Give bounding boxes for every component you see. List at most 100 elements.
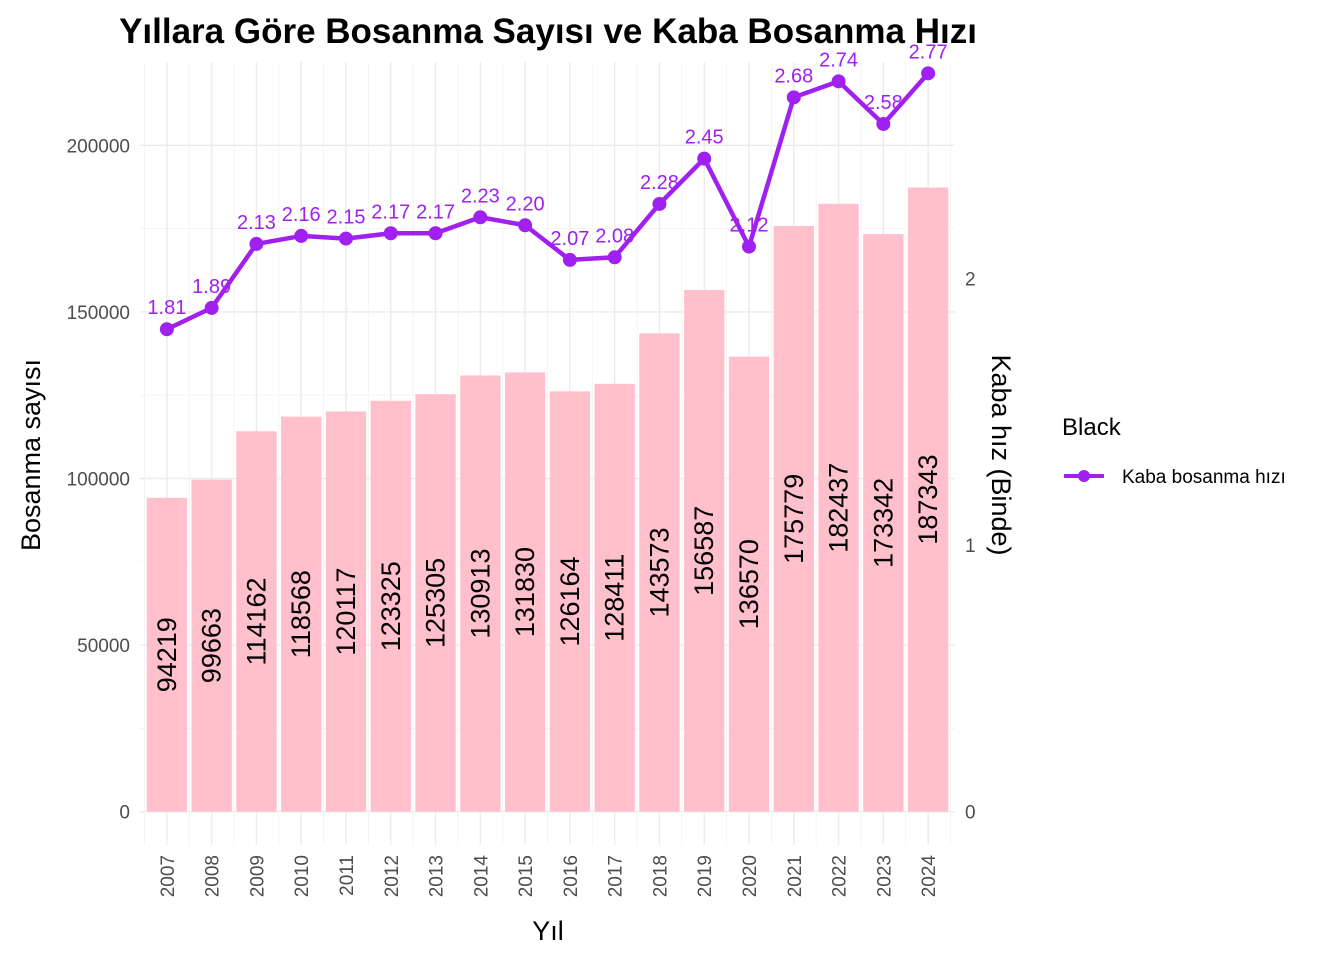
rate-label-2009: 2.13 bbox=[237, 212, 276, 234]
bar-2022 bbox=[818, 203, 859, 812]
x-tick-label-2020: 2020 bbox=[740, 855, 761, 897]
y2-tick-label: 2 bbox=[965, 270, 976, 291]
bar-2023 bbox=[863, 234, 904, 812]
rate-point-2015 bbox=[518, 218, 533, 233]
rate-polyline bbox=[165, 71, 930, 332]
bar-label-2013: 125305 bbox=[421, 558, 451, 648]
x-tick-label-2023: 2023 bbox=[874, 855, 895, 897]
x-tick-label-2008: 2008 bbox=[203, 855, 224, 897]
bar-label-2016: 126164 bbox=[555, 556, 585, 646]
y-axis-title: Bosanma sayısı bbox=[16, 359, 46, 551]
rate-point-2018 bbox=[652, 196, 667, 211]
x-tick-label-2012: 2012 bbox=[382, 855, 403, 897]
x-axis-ticks: 2007 2008 2009 2010 2011 2012 2013 2014 2015 2016… bbox=[158, 855, 940, 898]
rate-label-2020: 2.12 bbox=[730, 215, 769, 237]
x-tick-label-2010: 2010 bbox=[292, 855, 313, 897]
y-tick-label: 150000 bbox=[67, 303, 130, 324]
rate-label-2023: 2.58 bbox=[864, 92, 903, 114]
bar-2010 bbox=[281, 416, 322, 812]
bar-label-2021: 175779 bbox=[779, 474, 809, 564]
x-tick-label-2022: 2022 bbox=[830, 855, 851, 897]
rate-point-2017 bbox=[607, 250, 622, 265]
rate-label-2018: 2.28 bbox=[640, 172, 679, 194]
bar-2020 bbox=[728, 356, 770, 812]
rate-point-2024 bbox=[921, 66, 936, 81]
bar-2016 bbox=[549, 391, 591, 812]
x-tick-label-2019: 2019 bbox=[695, 855, 716, 897]
rate-line: 1.811.892.13 2.16 2.15 2.17 2.172.23 2.202.07… bbox=[147, 41, 948, 337]
legend-title: Black bbox=[1062, 414, 1122, 441]
bar-label-2020: 136570 bbox=[734, 539, 764, 629]
y-tick-label: 0 bbox=[119, 803, 130, 824]
rate-point-2014 bbox=[473, 210, 488, 225]
rate-label-2014: 2.23 bbox=[461, 185, 500, 207]
rate-label-2007: 1.81 bbox=[147, 297, 186, 319]
x-tick-label-2014: 2014 bbox=[471, 855, 492, 898]
y2-axis-ticks: 0 1 2 bbox=[965, 270, 976, 824]
bar-2021 bbox=[773, 226, 814, 812]
x-tick-label-2011: 2011 bbox=[337, 855, 358, 896]
bar-label-2007: 94219 bbox=[152, 617, 182, 692]
rate-label-2019: 2.45 bbox=[685, 127, 724, 149]
x-tick-label-2015: 2015 bbox=[516, 855, 537, 897]
bar-2008 bbox=[191, 479, 232, 812]
rate-point-2023 bbox=[876, 116, 891, 131]
bar-label-2010: 118568 bbox=[286, 570, 316, 658]
rate-label-2022: 2.74 bbox=[819, 49, 858, 71]
bar-2009 bbox=[236, 431, 277, 812]
bars: 94219 99663 114162 118568 120117 123325 125305… bbox=[146, 187, 949, 812]
bar-2019 bbox=[684, 289, 725, 812]
bar-label-2009: 114162 bbox=[241, 577, 271, 665]
x-tick-label-2007: 2007 bbox=[158, 855, 179, 897]
rate-point-2008 bbox=[204, 300, 219, 315]
rate-point-2019 bbox=[697, 151, 712, 166]
y-axis-ticks: 0 50000 100000 150000 200000 bbox=[67, 136, 130, 823]
bar-2007 bbox=[146, 497, 188, 812]
bar-2015 bbox=[504, 372, 546, 812]
x-tick-label-2009: 2009 bbox=[247, 855, 268, 897]
rate-point-2021 bbox=[786, 90, 801, 105]
bar-label-2024: 187343 bbox=[913, 455, 943, 545]
bar-2024 bbox=[907, 187, 949, 812]
legend: Black Kaba bosanma hızı bbox=[1062, 414, 1286, 488]
bar-label-2022: 182437 bbox=[824, 463, 854, 553]
x-axis-title: Yıl bbox=[532, 916, 564, 946]
bar-label-2019: 156587 bbox=[689, 506, 719, 596]
bar-2018 bbox=[639, 333, 680, 812]
rate-label-2015: 2.20 bbox=[506, 193, 545, 215]
y-tick-label: 100000 bbox=[67, 469, 130, 490]
rate-label-2008: 1.89 bbox=[192, 276, 231, 298]
rate-point-2010 bbox=[294, 228, 309, 243]
rate-label-2021: 2.68 bbox=[774, 65, 813, 87]
x-tick-label-2021: 2021 bbox=[785, 855, 806, 897]
legend-point-key bbox=[1078, 470, 1090, 482]
bar-2017 bbox=[594, 383, 635, 812]
y2-axis-title: Kaba hız (Binde) bbox=[986, 354, 1016, 555]
y2-tick-label: 1 bbox=[965, 536, 976, 557]
y2-tick-label: 0 bbox=[965, 803, 976, 824]
x-tick-label-2017: 2017 bbox=[606, 855, 627, 897]
bar-label-2017: 128411 bbox=[600, 554, 630, 642]
rate-point-2012 bbox=[383, 226, 398, 241]
bar-2014 bbox=[460, 375, 501, 812]
rate-point-2016 bbox=[562, 252, 577, 267]
rate-label-2010: 2.16 bbox=[282, 204, 321, 226]
legend-entry-label: Kaba bosanma hızı bbox=[1122, 467, 1286, 488]
rate-point-2013 bbox=[428, 226, 443, 241]
x-tick-label-2018: 2018 bbox=[650, 855, 671, 897]
rate-point-2009 bbox=[249, 236, 264, 251]
rate-point-2011 bbox=[338, 231, 353, 246]
y-tick-label: 200000 bbox=[67, 136, 130, 157]
rate-point-2020 bbox=[742, 239, 757, 254]
rate-label-2016: 2.07 bbox=[550, 228, 589, 250]
bar-2013 bbox=[415, 394, 456, 812]
bar-2012 bbox=[370, 400, 411, 812]
bar-label-2012: 123325 bbox=[376, 561, 406, 651]
rate-label-2013: 2.17 bbox=[416, 201, 455, 223]
x-tick-label-2016: 2016 bbox=[561, 855, 582, 897]
bar-label-2018: 143573 bbox=[644, 527, 674, 617]
y-tick-label: 50000 bbox=[77, 636, 130, 657]
rate-label-2012: 2.17 bbox=[371, 201, 410, 223]
rate-label-2011: 2.15 bbox=[327, 207, 366, 229]
